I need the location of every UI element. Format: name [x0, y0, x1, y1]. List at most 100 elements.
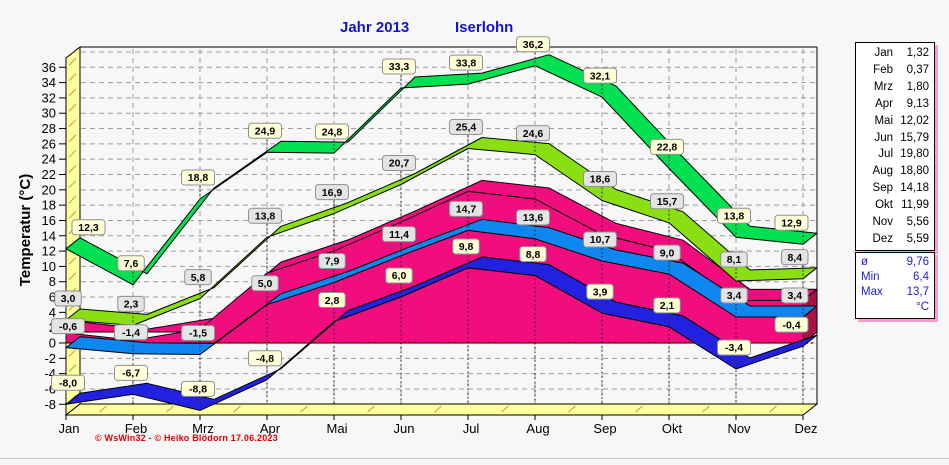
wall-hatch	[68, 149, 77, 158]
data-label: -1,4	[122, 327, 140, 339]
data-label-box	[51, 374, 85, 391]
floor-hatch	[99, 405, 107, 413]
data-label: 13,8	[724, 211, 745, 223]
floor-hatch	[568, 405, 576, 413]
row-label: Jan	[874, 47, 893, 59]
floor-hatch	[300, 405, 308, 413]
data-label-box	[586, 283, 614, 300]
x-tick-label: Aug	[526, 421, 549, 436]
series-average-minimum	[65, 218, 818, 355]
row-value: 1,80	[906, 80, 929, 93]
data-label: -8,0	[59, 377, 77, 389]
data-label-box	[181, 324, 215, 341]
data-label-box	[248, 350, 282, 367]
row-label: Nov	[872, 216, 893, 229]
x-tick-label: Jun	[394, 421, 415, 436]
data-label-box	[54, 290, 82, 307]
row-value: °C	[916, 301, 929, 314]
data-label-box	[318, 292, 346, 309]
data-label-box	[181, 380, 215, 397]
data-label: -0,4	[782, 319, 800, 331]
data-label: 24,8	[322, 126, 343, 138]
data-label: 24,6	[523, 128, 544, 140]
data-label: -8,8	[189, 384, 207, 396]
data-label-box	[382, 226, 416, 243]
data-label: 2,1	[660, 300, 675, 312]
y-tick-label: 28	[42, 121, 56, 136]
chart-title-station: Iserlohn	[455, 19, 514, 36]
y-tick-label: 4	[49, 305, 56, 320]
data-label-box	[516, 125, 550, 142]
data-label: 3,4	[787, 290, 802, 302]
data-label: -3,4	[725, 342, 743, 354]
series-average-maximum	[65, 137, 818, 326]
data-label: 22,8	[657, 142, 678, 154]
row-value: 5,56	[906, 216, 929, 229]
y-tick-label: 8	[49, 274, 56, 289]
wall-hatch	[68, 103, 77, 112]
row-label: Okt	[875, 199, 893, 212]
data-label-box	[184, 269, 212, 286]
data-label: -6,7	[122, 368, 140, 380]
table-row-month: Apr 9,13	[856, 96, 934, 113]
data-label: -1,5	[189, 328, 207, 340]
x-tick-label: Apr	[260, 421, 281, 436]
data-label-box	[516, 209, 550, 226]
data-label-box	[315, 184, 349, 201]
data-label: 8,8	[526, 249, 541, 261]
wall-hatch	[68, 134, 77, 143]
x-tick-label: Jan	[59, 421, 80, 436]
data-label-box	[251, 275, 279, 292]
wall-hatch	[68, 257, 77, 265]
data-label-box	[650, 193, 684, 210]
data-label-box	[382, 58, 416, 75]
data-label: 3,0	[61, 293, 76, 305]
data-label-box	[583, 67, 617, 84]
data-label-box	[720, 251, 748, 268]
data-label-box	[519, 246, 547, 263]
row-label: Min	[861, 271, 880, 284]
data-label-box	[516, 36, 550, 53]
data-label-box	[781, 249, 809, 266]
data-label: 32,1	[590, 70, 611, 82]
data-label: 6,0	[392, 270, 407, 282]
x-tick-label: Mrz	[192, 421, 214, 436]
floor-hatch	[702, 405, 710, 413]
row-value: 9,13	[906, 97, 929, 110]
data-label: 7,6	[124, 258, 139, 270]
data-label: 33,8	[456, 57, 477, 69]
row-label: Mai	[874, 114, 893, 127]
wall-hatch	[68, 88, 77, 97]
data-label-box	[449, 54, 483, 71]
wall-hatch	[68, 195, 77, 204]
data-label-box	[781, 287, 809, 304]
data-label-box	[382, 154, 416, 171]
y-tick-label: 34	[42, 75, 56, 90]
row-value: 6,4	[913, 271, 929, 284]
data-label: 10,7	[590, 234, 611, 246]
y-axis-title: Temperatur (°C)	[17, 174, 34, 286]
table-row-month: Jan 1,32	[856, 45, 934, 62]
data-label-box	[774, 214, 809, 231]
data-label: 12,9	[781, 217, 802, 229]
table-row-month: Sep 14,18	[856, 180, 934, 197]
summary-box: ø 9,76 Min 6,4 Max 13,7 °C	[855, 251, 935, 319]
data-label-box	[452, 238, 480, 255]
data-label: 7,9	[325, 256, 340, 268]
data-label: 9,0	[660, 247, 675, 259]
table-row-summary: ø 9,76	[856, 255, 934, 270]
x-tick-label: Nov	[727, 421, 751, 436]
y-tick-label: 26	[42, 136, 56, 151]
wall-hatch	[68, 165, 77, 173]
data-label-box	[318, 252, 346, 269]
data-label-box	[248, 207, 282, 224]
data-label: 5,0	[258, 278, 273, 290]
row-value: 5,59	[906, 232, 929, 245]
data-label: 24,9	[255, 125, 276, 137]
data-label-box	[181, 169, 215, 186]
y-tick-label: 0	[49, 336, 56, 351]
table-row-month: Jun 15,79	[856, 130, 934, 147]
data-label: 9,8	[459, 241, 474, 253]
table-row-month: Okt 11,99	[856, 197, 934, 214]
